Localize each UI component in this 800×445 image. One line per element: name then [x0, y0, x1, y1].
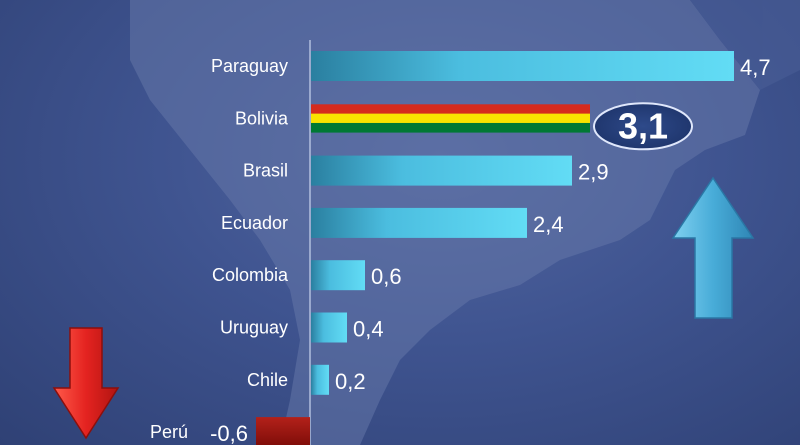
value-label-brasil: 2,9 [578, 160, 609, 185]
bar-brasil [311, 155, 572, 186]
bar-colombia [311, 260, 365, 291]
value-label-ecuador: 2,4 [533, 212, 564, 237]
labels-layer: Paraguay 4,7 Bolivia 3,1 Brasil 2,9 Ecuador 2,4… [150, 55, 771, 445]
bar-bolivia [311, 104, 590, 133]
down-arrow-icon [52, 327, 120, 440]
value-label-uruguay: 0,4 [353, 317, 384, 342]
category-label-chile: Chile [247, 370, 288, 390]
category-label-uruguay: Uruguay [220, 318, 288, 338]
value-label-bolivia: 3,1 [618, 105, 668, 146]
value-label-paraguay: 4,7 [740, 55, 771, 80]
category-label-ecuador: Ecuador [221, 213, 288, 233]
bar-uruguay [311, 312, 347, 343]
value-label-chile: 0,2 [335, 369, 366, 394]
bar-per [256, 417, 310, 445]
category-label-bolivia: Bolivia [235, 108, 289, 128]
bar-paraguay [311, 51, 734, 81]
flag-stripe [311, 113, 590, 124]
category-label-colombia: Colombia [212, 265, 289, 285]
value-label-colombia: 0,6 [371, 264, 402, 289]
up-arrow-icon [671, 176, 755, 319]
highlight-oval [593, 102, 693, 151]
flag-stripe [311, 122, 590, 133]
bar-ecuador [311, 207, 527, 238]
category-label-paraguay: Paraguay [211, 56, 288, 76]
flag-stripe [311, 104, 590, 114]
category-label-per: Perú [150, 422, 188, 442]
bars-layer [256, 51, 734, 445]
value-label-per: -0,6 [210, 421, 248, 445]
bar-chile [311, 364, 329, 395]
category-label-brasil: Brasil [243, 161, 288, 181]
